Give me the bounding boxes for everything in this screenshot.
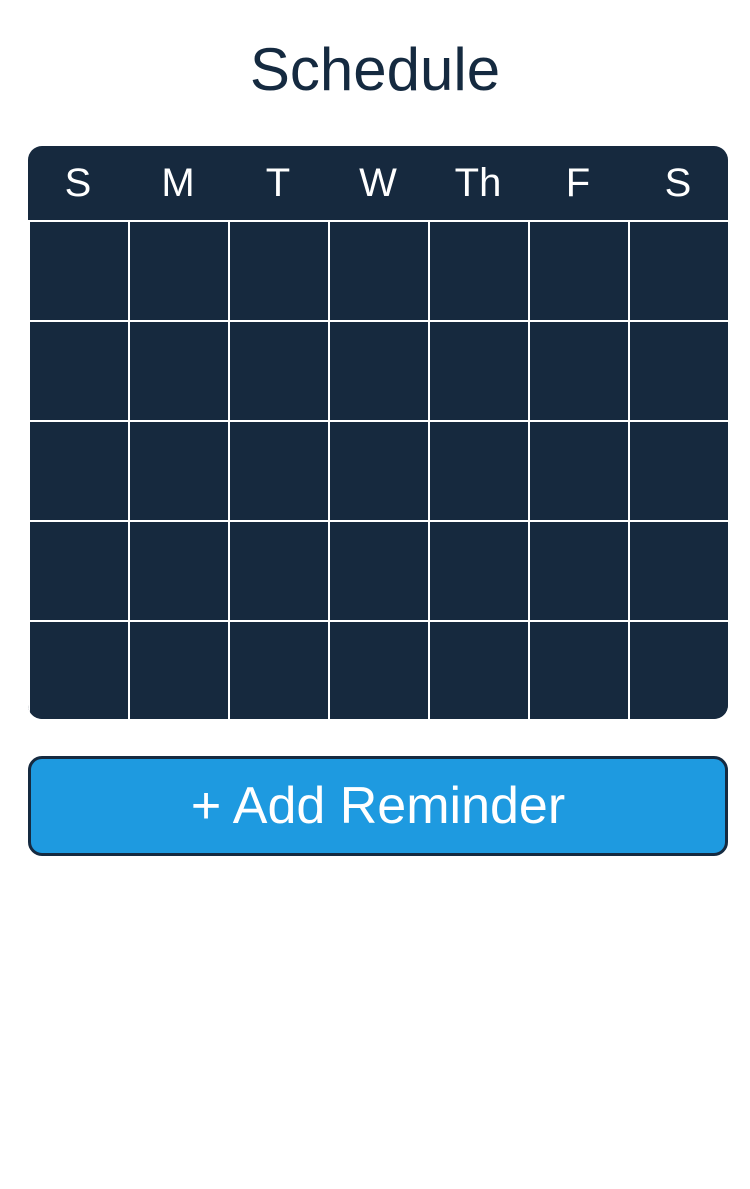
- weekday-friday: F: [565, 160, 591, 205]
- day-cell[interactable]: [530, 522, 628, 620]
- day-cell[interactable]: [430, 422, 528, 520]
- day-cell[interactable]: [430, 622, 528, 719]
- grid-line: [28, 220, 728, 222]
- weekday-wednesday: W: [359, 160, 397, 205]
- day-cell[interactable]: [30, 222, 128, 320]
- day-cell[interactable]: [30, 522, 128, 620]
- grid-line: [428, 220, 430, 719]
- day-cell[interactable]: [130, 422, 228, 520]
- weekday-sunday: S: [64, 160, 92, 205]
- day-cell[interactable]: [230, 322, 328, 420]
- day-cell[interactable]: [130, 522, 228, 620]
- grid-line: [328, 220, 330, 719]
- grid-line: [28, 420, 728, 422]
- calendar-grid: S M T W Th F S: [28, 146, 728, 719]
- weekday-header-row: S M T W Th F S: [28, 146, 728, 220]
- grid-line: [628, 220, 630, 719]
- day-cell[interactable]: [330, 422, 428, 520]
- day-cell[interactable]: [530, 622, 628, 719]
- day-cell[interactable]: [530, 322, 628, 420]
- grid-line: [28, 520, 728, 522]
- day-cell[interactable]: [530, 422, 628, 520]
- day-cell[interactable]: [330, 322, 428, 420]
- weekday-tuesday: T: [265, 160, 291, 205]
- day-cell[interactable]: [630, 222, 728, 320]
- grid-line: [28, 620, 728, 622]
- day-cell[interactable]: [30, 422, 128, 520]
- day-cell[interactable]: [330, 622, 428, 719]
- day-cell[interactable]: [230, 222, 328, 320]
- day-cell[interactable]: [430, 522, 528, 620]
- grid-line: [528, 220, 530, 719]
- day-cell[interactable]: [630, 422, 728, 520]
- grid-line: [28, 220, 30, 719]
- day-cell[interactable]: [630, 322, 728, 420]
- day-cell[interactable]: [30, 622, 128, 719]
- day-cell[interactable]: [130, 322, 228, 420]
- grid-line: [128, 220, 130, 719]
- weekday-monday: M: [161, 160, 195, 205]
- day-cell[interactable]: [30, 322, 128, 420]
- day-cell[interactable]: [530, 222, 628, 320]
- weekday-saturday: S: [664, 160, 692, 205]
- add-reminder-button[interactable]: + Add Reminder: [28, 756, 728, 856]
- page-title: Schedule: [249, 36, 501, 103]
- day-cells: [28, 220, 728, 719]
- day-cell[interactable]: [630, 522, 728, 620]
- day-cell[interactable]: [330, 222, 428, 320]
- day-cell[interactable]: [230, 622, 328, 719]
- weekday-thursday: Th: [454, 160, 502, 205]
- grid-line: [228, 220, 230, 719]
- day-cell[interactable]: [130, 622, 228, 719]
- day-cell[interactable]: [430, 322, 528, 420]
- day-cell[interactable]: [130, 222, 228, 320]
- day-cell[interactable]: [230, 522, 328, 620]
- grid-line: [28, 320, 728, 322]
- day-cell[interactable]: [330, 522, 428, 620]
- day-cell[interactable]: [630, 622, 728, 719]
- day-cell[interactable]: [230, 422, 328, 520]
- day-cell[interactable]: [430, 222, 528, 320]
